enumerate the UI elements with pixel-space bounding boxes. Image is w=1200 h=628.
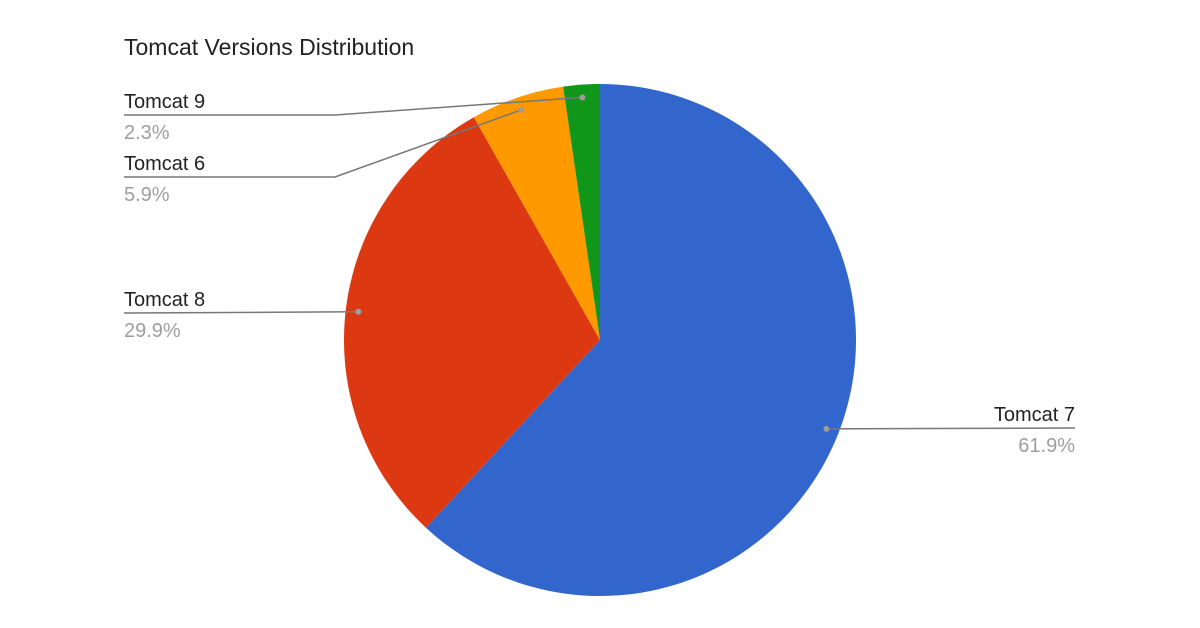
- leader-line: [123, 311, 359, 314]
- pie-slice: [344, 117, 600, 528]
- chart-title: Tomcat Versions Distribution: [124, 34, 414, 60]
- leader-dot: [579, 94, 586, 101]
- slice-label: Tomcat 7: [994, 404, 1075, 426]
- pie-slice: [425, 84, 856, 596]
- leader-dot: [823, 425, 830, 432]
- slice-value-label: 29.9%: [124, 320, 181, 342]
- slice-value-label: 2.3%: [124, 122, 170, 144]
- leader-dot: [518, 106, 525, 113]
- pie-slice: [563, 84, 600, 340]
- leader-line: [826, 427, 1076, 430]
- slice-value-label: 5.9%: [124, 184, 170, 206]
- slice-value-label: 61.9%: [1018, 435, 1075, 457]
- slice-label: Tomcat 6: [124, 153, 205, 175]
- slice-label: Tomcat 9: [124, 91, 205, 113]
- leader-line: [124, 96, 583, 116]
- pie-slice: [473, 86, 600, 340]
- slice-label: Tomcat 8: [124, 289, 205, 311]
- leader-line: [124, 109, 522, 178]
- leader-dot: [355, 308, 362, 315]
